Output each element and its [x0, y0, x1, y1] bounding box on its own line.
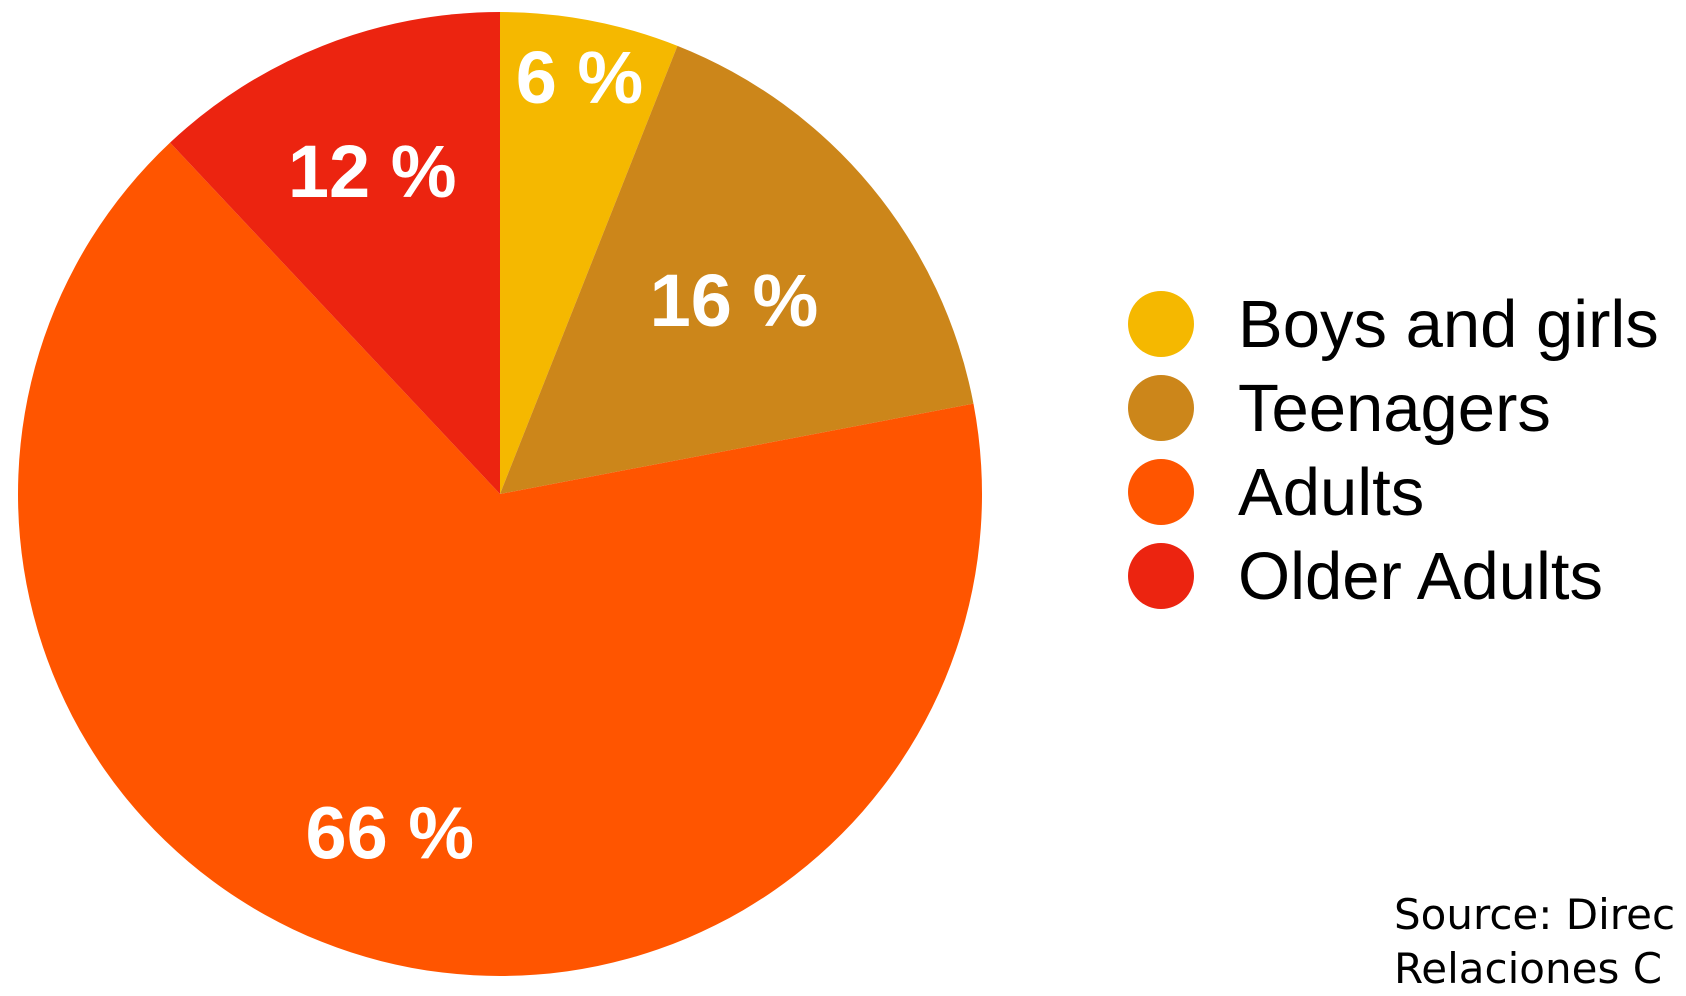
source-note-line-2: Relaciones C [1394, 944, 1663, 993]
pie-value-label-teenagers: 16 % [650, 259, 819, 342]
legend-swatch-older-adults [1128, 543, 1194, 609]
pie-chart: 6 % 16 % 66 % 12 % [18, 12, 982, 976]
source-note: Source: Direc Relaciones C [1394, 888, 1675, 996]
pie-slices [18, 12, 982, 976]
legend-item-boys-and-girls: Boys and girls [1128, 282, 1659, 366]
legend-item-teenagers: Teenagers [1128, 366, 1659, 450]
pie-slice-teenagers [500, 45, 974, 495]
legend-label-adults: Adults [1238, 454, 1425, 530]
pie-value-labels: 6 % 16 % 66 % 12 % [288, 36, 818, 875]
source-note-line-1: Source: Direc [1394, 890, 1676, 939]
legend: Boys and girls Teenagers Adults Older Ad… [1128, 282, 1659, 618]
legend-item-adults: Adults [1128, 450, 1659, 534]
pie-value-label-older-adults: 12 % [288, 130, 457, 213]
pie-slice-adults [18, 142, 982, 976]
legend-swatch-boys-and-girls [1128, 291, 1194, 357]
legend-swatch-teenagers [1128, 375, 1194, 441]
pie-slice-boys-and-girls [500, 12, 678, 494]
legend-label-teenagers: Teenagers [1238, 370, 1551, 446]
legend-swatch-adults [1128, 459, 1194, 525]
pie-value-label-adults: 66 % [305, 792, 474, 875]
pie-value-label-boys-and-girls: 6 % [516, 36, 644, 119]
legend-item-older-adults: Older Adults [1128, 534, 1659, 618]
legend-label-older-adults: Older Adults [1238, 538, 1603, 614]
pie-slice-older-adults [170, 12, 501, 494]
legend-label-boys-and-girls: Boys and girls [1238, 286, 1659, 362]
